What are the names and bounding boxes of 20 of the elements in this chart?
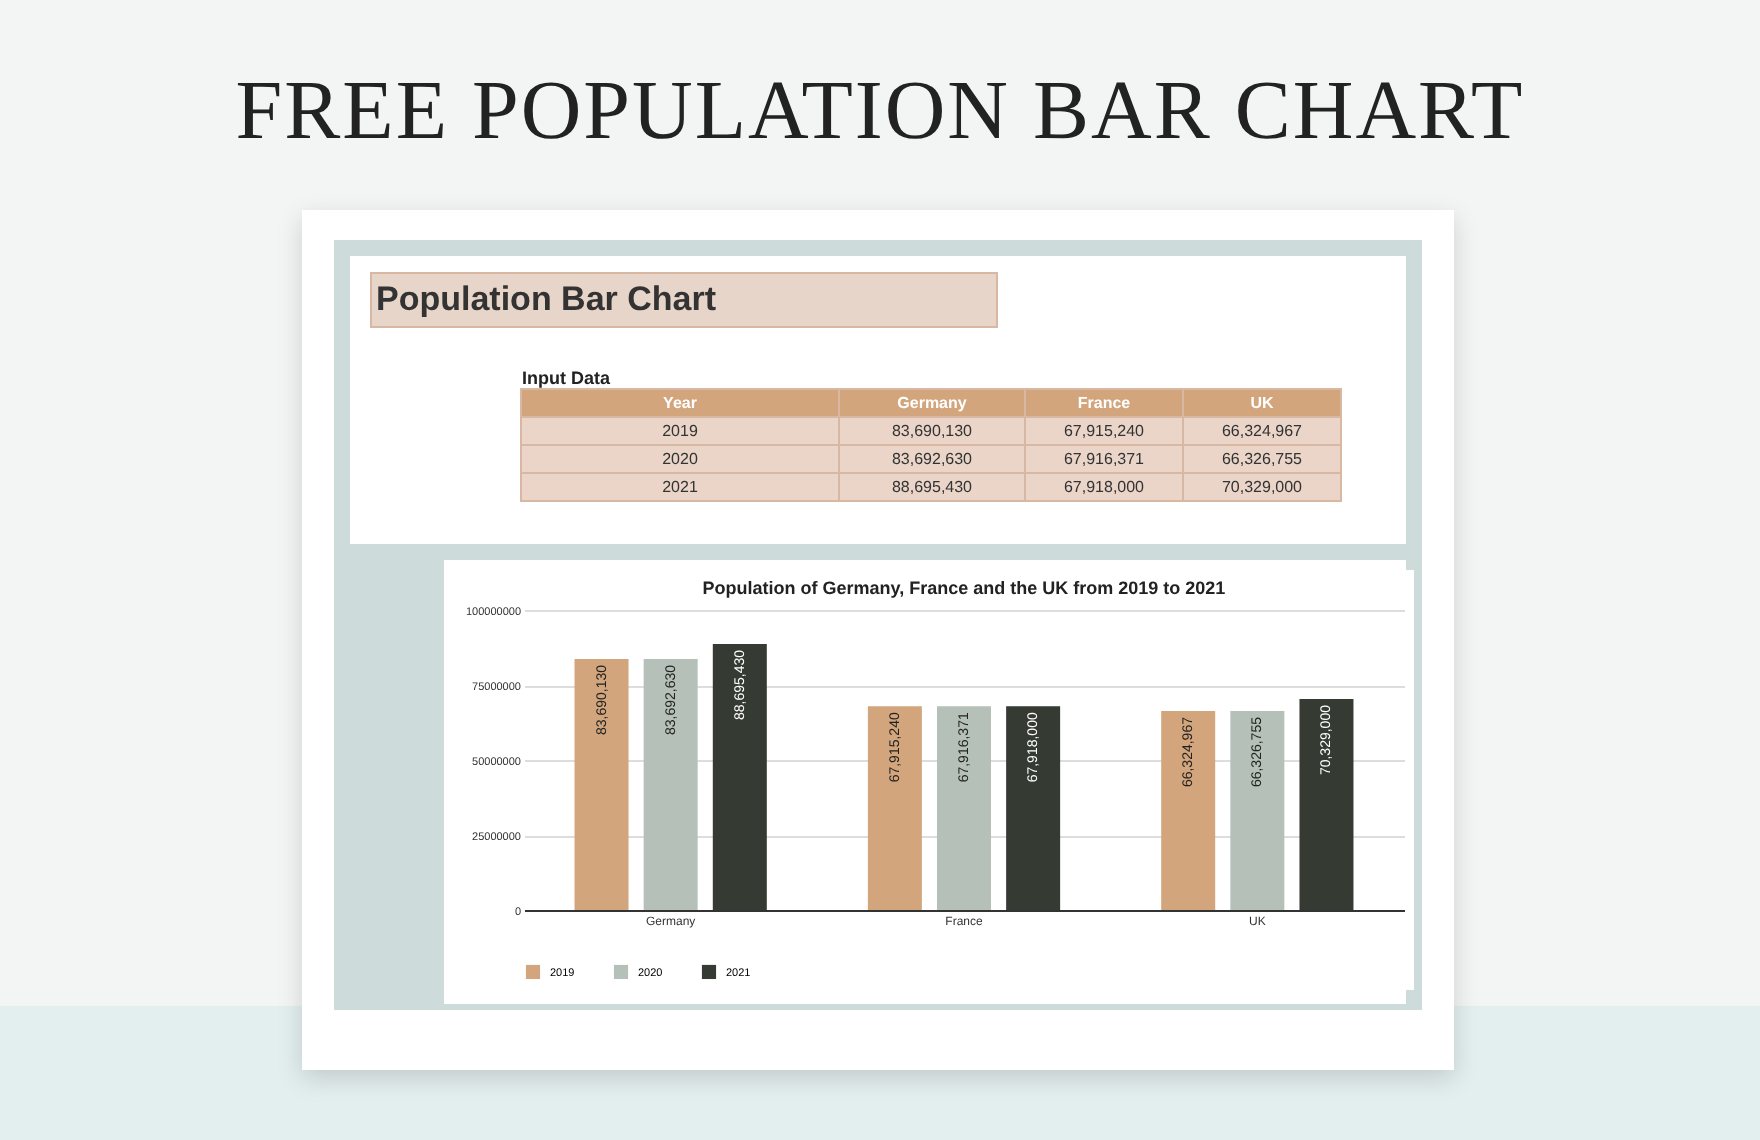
text: Input Data bbox=[522, 368, 610, 388]
text: 83,690,130 bbox=[891, 422, 973, 440]
chart-title: Population of Germany, France and the UK from 2019 to 2021 bbox=[702, 578, 1226, 598]
text: 66,326,755 bbox=[1221, 450, 1303, 468]
text: FREE POPULATION BAR CHART bbox=[233, 64, 1527, 160]
text: 70,329,000 bbox=[1221, 478, 1303, 496]
text: Year bbox=[521, 389, 839, 417]
text: 2019 bbox=[662, 422, 698, 440]
text: 66,324,967 bbox=[1221, 422, 1303, 440]
text: Population Bar Chart bbox=[370, 272, 998, 328]
text: 67,918,000 bbox=[1063, 478, 1145, 496]
text: 83,692,630 bbox=[891, 450, 973, 468]
text: 2021 bbox=[662, 478, 698, 496]
text: 67,916,371 bbox=[1063, 450, 1145, 468]
text: 2020 bbox=[662, 450, 698, 468]
category-label: UK bbox=[1250, 394, 1274, 412]
text: 88,695,430 bbox=[891, 478, 973, 496]
category-label: Germany bbox=[897, 394, 967, 412]
category-label: France bbox=[1077, 394, 1131, 412]
text: 67,915,240 bbox=[1063, 422, 1145, 440]
